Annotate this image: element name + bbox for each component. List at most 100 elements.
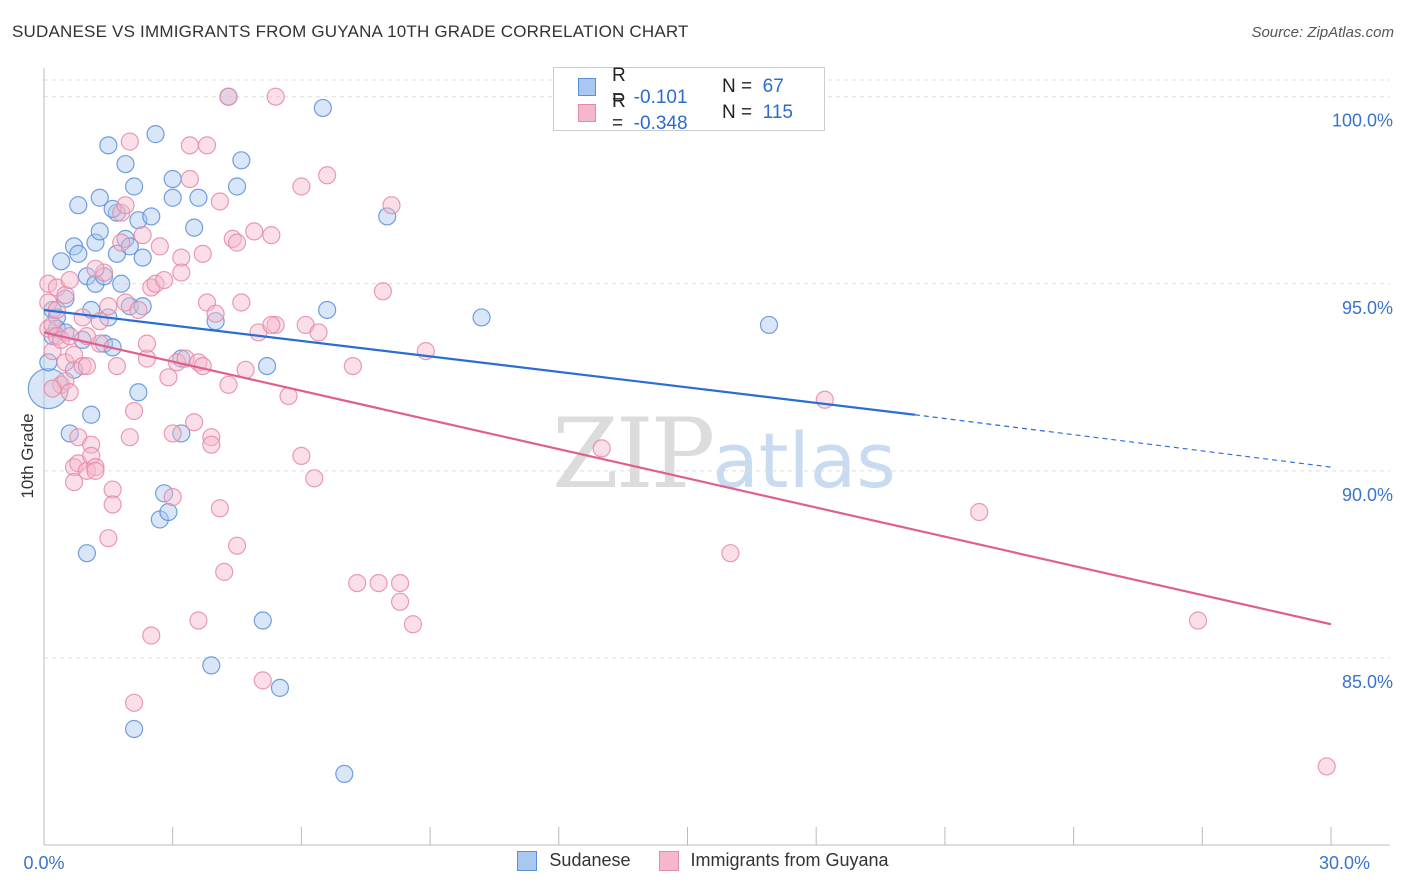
guyana-point [262, 315, 281, 335]
guyana-point [215, 562, 234, 581]
guyana-point [77, 356, 97, 376]
guyana-point [202, 428, 221, 447]
guyana-point [382, 196, 401, 215]
guyana-point [116, 196, 135, 215]
guyana-point [318, 166, 337, 185]
guyana-point [133, 226, 152, 245]
guyana-point [137, 334, 157, 353]
guyana-point [82, 446, 101, 465]
guyana-point [60, 270, 79, 290]
sudanese-point [232, 151, 251, 170]
guyana-point [266, 87, 285, 106]
guyana-point [120, 132, 139, 151]
sudanese-point [257, 356, 277, 376]
guyana-point [309, 323, 328, 342]
guyana-point [155, 270, 174, 290]
guyana-point [103, 495, 122, 514]
guyana-legend-swatch [658, 850, 679, 871]
sudanese-point [253, 611, 272, 630]
guyana-swatch [578, 104, 596, 122]
sudanese-trend-line [43, 308, 916, 416]
r-label: R = [612, 91, 626, 134]
sudanese-point [90, 188, 109, 207]
guyana-point [99, 529, 118, 548]
guyana-point [172, 248, 191, 267]
guyana-point [202, 435, 221, 454]
sudanese-point [163, 169, 182, 189]
guyana-point [348, 573, 367, 593]
guyana-point [369, 573, 388, 593]
guyana-point [43, 379, 62, 398]
sudanese-point [124, 177, 144, 196]
sudanese-point [90, 222, 109, 241]
sudanese-point [472, 308, 491, 327]
n-label: N = [722, 76, 753, 97]
n-value: 115 [762, 102, 793, 123]
sudanese-point [378, 207, 397, 226]
guyana-point [124, 693, 144, 712]
guyana-point [592, 439, 611, 458]
chart-title: SUDANESE VS IMMIGRANTS FROM GUYANA 10TH … [12, 22, 689, 41]
guyana-point [1317, 757, 1336, 776]
guyana-point [390, 573, 410, 593]
sudanese-point [112, 274, 131, 293]
guyana-point [129, 300, 148, 320]
guyana-point [232, 293, 251, 312]
guyana-point [227, 233, 247, 252]
guyana-point [266, 315, 285, 335]
guyana-point [373, 282, 393, 301]
guyana-point [403, 615, 423, 634]
guyana-point [86, 461, 105, 480]
r-label: R = [612, 65, 626, 108]
guyana-point [56, 285, 75, 305]
guyana-point [103, 480, 122, 499]
sudanese-point [133, 248, 152, 267]
guyana-point [970, 502, 989, 522]
sudanese-point [159, 502, 178, 522]
guyana-point [120, 428, 139, 447]
stats-row-sudanese: R = -0.101 N = 67 [554, 65, 784, 108]
sudanese-point [335, 764, 354, 784]
n-value: 67 [762, 76, 784, 97]
sudanese-point [116, 154, 135, 174]
sudanese-point [52, 252, 71, 271]
guyana-point [292, 177, 311, 196]
guyana-trend-line [43, 331, 1332, 626]
guyana-point [343, 356, 362, 376]
sudanese-point [759, 315, 779, 335]
guyana-point [73, 308, 92, 327]
sudanese-point [86, 233, 105, 252]
series-legend: Sudanese Immigrants from Guyana [0, 850, 1406, 871]
guyana-point [150, 237, 169, 256]
guyana-point [180, 136, 199, 155]
n-label: N = [722, 102, 753, 123]
x-tick-label: 0.0% [23, 853, 64, 873]
guyana-point [292, 446, 311, 465]
sudanese-point [99, 136, 118, 155]
sudanese-point [318, 300, 337, 320]
guyana-point [112, 233, 131, 252]
y-tick-label: 95.0% [1342, 298, 1393, 318]
guyana-point [721, 544, 740, 563]
guyana-point [172, 263, 191, 282]
guyana-point [1188, 611, 1208, 630]
sudanese-point [69, 244, 88, 263]
guyana-point [219, 87, 238, 106]
guyana-point [227, 536, 247, 555]
sudanese-legend-swatch [517, 850, 538, 871]
sudanese-trend-extension [914, 414, 1332, 468]
sudanese-point [270, 678, 290, 697]
guyana-point [206, 304, 225, 323]
sudanese-point [69, 196, 88, 215]
legend-item-sudanese[interactable]: Sudanese [517, 850, 631, 871]
legend-item-guyana[interactable]: Immigrants from Guyana [658, 850, 889, 871]
r-value: -0.101 [633, 87, 688, 108]
r-value: -0.348 [633, 113, 688, 134]
guyana-point [193, 244, 212, 263]
guyana-point [180, 169, 199, 189]
guyana-point [189, 611, 208, 630]
guyana-point [163, 487, 182, 507]
guyana-point [163, 424, 182, 443]
sudanese-point [227, 177, 247, 196]
x-tick-label: 30.0% [1319, 853, 1370, 873]
